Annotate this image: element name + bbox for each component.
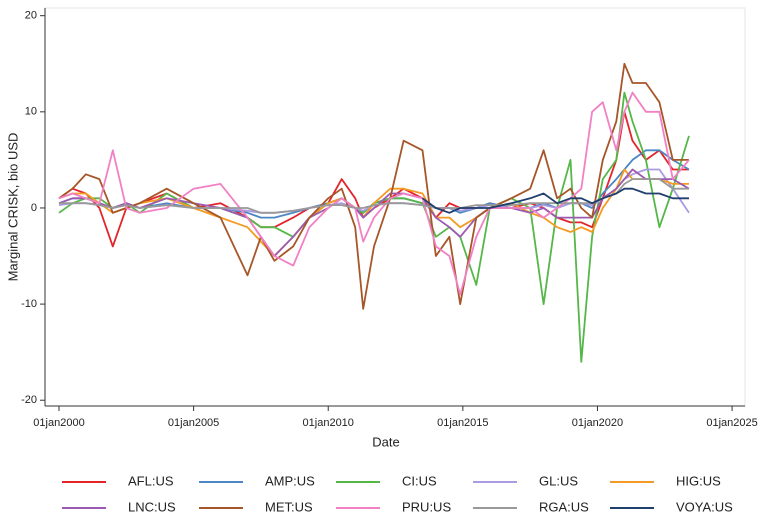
legend-label: PRU:US	[402, 499, 451, 514]
series-line	[58, 91, 690, 363]
legend-label: AMP:US	[265, 473, 315, 488]
legend-label: RGA:US	[539, 499, 589, 514]
y-tick-label: -10	[21, 298, 37, 310]
x-tick-label: 01jan2015	[437, 417, 488, 429]
legend-label: GL:US	[539, 473, 578, 488]
legend-label: CI:US	[402, 473, 437, 488]
legend-label: LNC:US	[128, 499, 176, 514]
y-tick-label: 10	[25, 106, 37, 118]
series-line	[58, 62, 689, 310]
y-tick-label: 0	[31, 202, 37, 214]
legend-label: MET:US	[265, 499, 313, 514]
legend-label: HIG:US	[676, 473, 721, 488]
y-tick-label: 20	[25, 10, 37, 22]
legend-label: VOYA:US	[676, 499, 733, 514]
series-line	[421, 187, 689, 214]
series-line	[58, 168, 690, 257]
x-tick-label: 01jan2025	[706, 417, 757, 429]
legend-label: AFL:US	[128, 473, 174, 488]
y-axis-title: Marginal CRISK, bio USD	[5, 133, 20, 282]
x-tick-label: 01jan2010	[303, 417, 354, 429]
x-tick-label: 01jan2005	[168, 417, 219, 429]
y-tick-label: -20	[21, 394, 37, 406]
x-axis-title: Date	[372, 434, 399, 449]
x-tick-label: 01jan2000	[33, 417, 84, 429]
series-line	[58, 91, 690, 296]
x-tick-label: 01jan2020	[572, 417, 623, 429]
